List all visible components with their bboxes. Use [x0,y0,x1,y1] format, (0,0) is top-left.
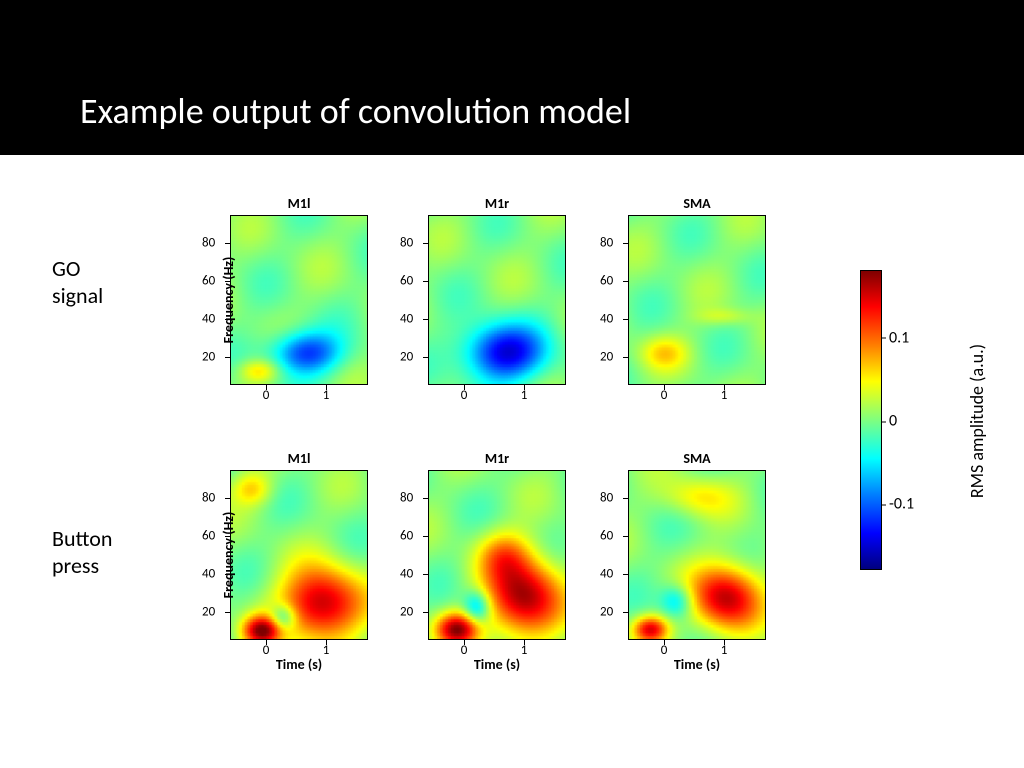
panel-title: M1r [428,195,566,212]
ytick-label: 80 [600,491,613,506]
xtick-label: 1 [721,388,728,403]
x-axis-label: Time (s) [628,656,766,673]
ytick-label: 60 [202,274,215,289]
heatmap-canvas [230,215,368,385]
y-axis-label: Frequency (Hz) [220,257,237,344]
spectrogram-Button-M1r: M1r2040608001Time (s) [428,470,566,640]
ytick-label: 20 [400,604,413,619]
heatmap-canvas [428,470,566,640]
ytick-label: 20 [400,349,413,364]
ytick-label: 40 [400,311,413,326]
ytick-label: 60 [202,529,215,544]
ytick-label: 60 [400,529,413,544]
xtick-label: 0 [661,388,668,403]
ytick-label: 60 [400,274,413,289]
panel-title: M1l [230,450,368,467]
ytick-label: 60 [600,529,613,544]
ytick-label: 80 [600,236,613,251]
ytick-label: 40 [202,311,215,326]
ytick-label: 20 [202,349,215,364]
slide-title: Example output of convolution model [80,89,631,133]
ytick-label: 60 [600,274,613,289]
panel-title: M1l [230,195,368,212]
colorbar: -0.100.1 [860,270,882,570]
xtick-label: 0 [461,388,468,403]
ytick-label: 20 [600,349,613,364]
content-area: GO signal Button press M1l2040608001Freq… [0,155,1024,768]
y-axis-label: Frequency (Hz) [220,512,237,599]
colorbar-label: RMS amplitude (a.u.) [966,344,988,498]
row-label-button: Button press [52,525,152,579]
ytick-label: 80 [202,236,215,251]
ytick-label: 80 [400,236,413,251]
spectrogram-GO-SMA: SMA2040608001 [628,215,766,385]
ytick-label: 40 [400,566,413,581]
spectrogram-GO-M1l: M1l2040608001Frequency (Hz) [230,215,368,385]
ytick-label: 40 [600,311,613,326]
ytick-label: 80 [202,491,215,506]
x-axis-label: Time (s) [230,656,368,673]
colorbar-tick: -0.1 [889,495,914,514]
ytick-label: 20 [202,604,215,619]
heatmap-canvas [628,215,766,385]
colorbar-tick: 0.1 [889,328,909,347]
panel-title: SMA [628,450,766,467]
row-label-go: GO signal [52,255,132,309]
xtick-label: 1 [521,388,528,403]
heatmap-canvas [428,215,566,385]
ytick-label: 20 [600,604,613,619]
ytick-label: 80 [400,491,413,506]
panel-title: SMA [628,195,766,212]
slide-header: Example output of convolution model [0,0,1024,155]
ytick-label: 40 [600,566,613,581]
heatmap-canvas [230,470,368,640]
spectrogram-Button-SMA: SMA2040608001Time (s) [628,470,766,640]
xtick-label: 0 [263,388,270,403]
spectrogram-Button-M1l: M1l2040608001Frequency (Hz)Time (s) [230,470,368,640]
spectrogram-GO-M1r: M1r2040608001 [428,215,566,385]
xtick-label: 1 [323,388,330,403]
colorbar-tick: 0 [889,412,897,431]
x-axis-label: Time (s) [428,656,566,673]
panel-title: M1r [428,450,566,467]
heatmap-canvas [628,470,766,640]
ytick-label: 40 [202,566,215,581]
